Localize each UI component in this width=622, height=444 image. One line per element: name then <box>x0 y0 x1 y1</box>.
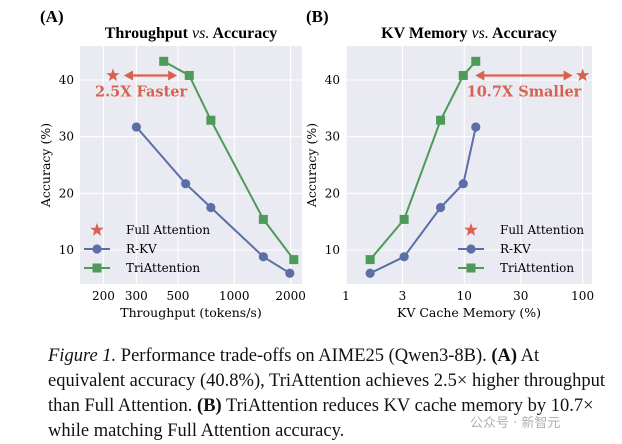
data-point-r-kv <box>258 252 268 262</box>
legend-label: TriAttention <box>126 261 200 275</box>
data-point-triattention <box>436 115 446 125</box>
y-tick-label: 40 <box>59 73 74 87</box>
x-axis-label: KV Cache Memory (%) <box>397 305 541 320</box>
legend-label: R-KV <box>126 242 157 256</box>
x-tick-label: 1 <box>342 289 350 303</box>
chart-title-part: Accuracy <box>489 25 557 42</box>
data-point-triattention <box>365 255 375 265</box>
data-point-full-attention <box>106 68 120 82</box>
x-tick-label: 500 <box>166 289 189 303</box>
chart-title-part: vs. <box>192 25 209 42</box>
data-point-r-kv <box>399 252 409 262</box>
caption-text-2: At equivalent accuracy (40.8%), TriAtten… <box>48 346 606 416</box>
chart-panel-0: 200 300 500 1000 2000 10 20 30 40 Throughput (tok… <box>38 7 306 320</box>
y-axis-label: Accuracy (%) <box>38 123 53 208</box>
annotation-arrowhead-right <box>168 70 178 81</box>
x-tick-label: 200 <box>92 289 115 303</box>
y-tick-label: 30 <box>325 130 340 144</box>
y-tick-label: 10 <box>59 243 74 257</box>
y-tick-label: 20 <box>59 186 74 200</box>
annotation-label: 2.5X Faster <box>95 83 188 100</box>
x-axis-label: Throughput (tokens/s) <box>120 305 261 320</box>
caption-text-3: TriAttention reduces KV cache memory by … <box>48 396 594 441</box>
chart-title-part: Accuracy <box>209 25 277 42</box>
x-tick-label: 2000 <box>275 289 306 303</box>
data-point-triattention <box>184 70 194 80</box>
chart-title: Throughput vs. Accuracy <box>105 25 278 42</box>
caption-text-1: Performance trade-offs on AIME25 (Qwen3-… <box>116 346 492 366</box>
data-point-triattention <box>159 56 169 66</box>
x-tick-label: 3 <box>399 289 407 303</box>
plot-area <box>346 46 592 284</box>
annotation-label: 10.7X Smaller <box>467 83 582 100</box>
data-point-r-kv <box>181 179 191 189</box>
legend-label: TriAttention <box>500 261 574 275</box>
x-tick-label: 1000 <box>219 289 250 303</box>
figure: 200 300 500 1000 2000 10 20 30 40 Throughput (tok… <box>38 7 594 320</box>
data-point-r-kv <box>435 202 446 213</box>
y-tick-label: 20 <box>325 186 340 200</box>
annotation-arrowhead-left <box>123 70 133 81</box>
data-point-full-attention <box>576 68 590 82</box>
chart-title-part: vs. <box>472 25 489 42</box>
data-point-r-kv <box>206 202 216 213</box>
chart-title-part: Throughput <box>105 25 192 42</box>
caption-b-label: (B) <box>197 396 222 416</box>
chart-title: KV Memory vs. Accuracy <box>381 25 557 42</box>
legend-marker <box>92 244 102 254</box>
y-tick-label: 40 <box>325 73 340 87</box>
legend-marker <box>466 263 476 273</box>
legend-marker <box>464 223 478 236</box>
watermark: 公众号 · 新智元 <box>470 416 561 431</box>
data-point-r-kv <box>131 122 141 132</box>
legend-marker <box>92 263 102 273</box>
y-tick-label: 10 <box>325 243 340 257</box>
data-point-triattention <box>206 115 216 125</box>
data-point-r-kv <box>458 179 468 189</box>
caption-a-label: (A) <box>491 346 518 366</box>
legend-label: Full Attention <box>126 223 210 237</box>
panel-label: (A) <box>40 7 64 26</box>
data-point-triattention <box>399 214 409 224</box>
legend-label: Full Attention <box>500 223 584 237</box>
data-point-r-kv <box>365 268 375 278</box>
data-point-triattention <box>289 255 299 265</box>
panel-label: (B) <box>306 7 329 26</box>
x-tick-label: 10 <box>457 289 472 303</box>
figure-caption: Figure 1. Performance trade-offs on AIME… <box>48 344 608 444</box>
x-tick-label: 300 <box>125 289 148 303</box>
chart-panel-1: 1 3 10 30 100 10 20 30 40 KV Cache Memory (%) Accu… <box>304 7 594 320</box>
annotation-arrowhead-right <box>563 70 573 81</box>
y-axis-label: Accuracy (%) <box>304 123 319 208</box>
data-point-r-kv <box>471 122 481 132</box>
data-point-triattention <box>458 70 468 80</box>
x-tick-label: 100 <box>571 289 594 303</box>
data-point-triattention <box>258 214 268 224</box>
plot-area <box>80 46 302 284</box>
caption-label: Figure 1. <box>48 346 117 366</box>
chart-title-part: KV Memory <box>381 25 471 42</box>
data-point-r-kv <box>285 268 295 278</box>
x-tick-label: 30 <box>513 289 528 303</box>
legend-marker <box>90 223 104 236</box>
y-tick-label: 30 <box>59 130 74 144</box>
legend-label: R-KV <box>500 242 531 256</box>
legend-marker <box>466 244 476 254</box>
data-point-triattention <box>471 56 481 66</box>
annotation-arrowhead-left <box>475 70 485 81</box>
